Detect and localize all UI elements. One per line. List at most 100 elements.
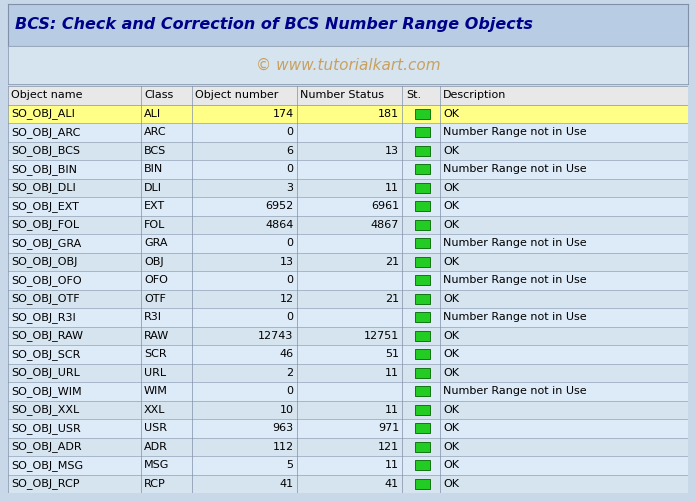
Text: 11: 11	[385, 183, 399, 193]
Text: 41: 41	[280, 479, 294, 489]
Bar	[416, 479, 429, 488]
Text: OK: OK	[443, 349, 459, 359]
Text: OK: OK	[443, 183, 459, 193]
Bar	[8, 308, 688, 327]
Text: 3: 3	[287, 183, 294, 193]
Text: Number Range not in Use: Number Range not in Use	[443, 275, 587, 285]
Text: RCP: RCP	[144, 479, 166, 489]
Bar	[416, 183, 429, 192]
Text: SO_OBJ_WIM: SO_OBJ_WIM	[11, 386, 82, 397]
Text: Class: Class	[144, 90, 173, 100]
Text: SO_OBJ_ADR: SO_OBJ_ADR	[11, 441, 82, 452]
Text: SO_OBJ_ALI: SO_OBJ_ALI	[11, 108, 75, 119]
Text: SO_OBJ_GRA: SO_OBJ_GRA	[11, 238, 81, 248]
Bar	[416, 238, 429, 248]
Text: GRA: GRA	[144, 238, 168, 248]
Bar	[8, 197, 688, 215]
Bar	[8, 437, 688, 456]
Text: Number Range not in Use: Number Range not in Use	[443, 312, 587, 322]
Bar	[8, 234, 688, 253]
Bar	[8, 215, 688, 234]
Bar	[8, 327, 688, 345]
Bar	[416, 460, 429, 470]
Text: 4864: 4864	[265, 220, 294, 230]
Bar	[8, 178, 688, 197]
Text: OK: OK	[443, 423, 459, 433]
Bar	[416, 405, 429, 414]
Text: SO_OBJ_DLI: SO_OBJ_DLI	[11, 182, 76, 193]
Bar	[8, 382, 688, 400]
Text: 963: 963	[272, 423, 294, 433]
Text: SO_OBJ_BIN: SO_OBJ_BIN	[11, 164, 77, 175]
Text: 0: 0	[287, 386, 294, 396]
Text: OTF: OTF	[144, 294, 166, 304]
Text: OK: OK	[443, 109, 459, 119]
Bar	[8, 253, 688, 271]
Text: 0: 0	[287, 164, 294, 174]
Text: OK: OK	[443, 146, 459, 156]
Text: 46: 46	[280, 349, 294, 359]
Text: BCS: BCS	[144, 146, 166, 156]
Text: 6952: 6952	[265, 201, 294, 211]
Text: SO_OBJ_URL: SO_OBJ_URL	[11, 367, 80, 378]
Text: RAW: RAW	[144, 331, 169, 341]
Bar	[416, 294, 429, 304]
Text: © www.tutorialkart.com: © www.tutorialkart.com	[255, 58, 441, 73]
Text: R3I: R3I	[144, 312, 162, 322]
Text: SO_OBJ_SCR: SO_OBJ_SCR	[11, 349, 81, 360]
Bar	[8, 86, 688, 105]
Text: OK: OK	[443, 405, 459, 415]
Bar	[8, 456, 688, 474]
Bar	[416, 201, 429, 211]
Text: SO_OBJ_XXL: SO_OBJ_XXL	[11, 404, 79, 415]
Bar	[8, 271, 688, 290]
Text: 6961: 6961	[371, 201, 399, 211]
Text: 41: 41	[385, 479, 399, 489]
Bar	[416, 386, 429, 396]
Bar	[8, 400, 688, 419]
Text: SO_OBJ_BCS: SO_OBJ_BCS	[11, 145, 81, 156]
Bar	[416, 442, 429, 451]
Text: 12751: 12751	[364, 331, 399, 341]
Bar	[416, 109, 429, 119]
Text: Description: Description	[443, 90, 507, 100]
Text: OK: OK	[443, 294, 459, 304]
Bar	[416, 146, 429, 156]
Text: SO_OBJ_USR: SO_OBJ_USR	[11, 423, 81, 434]
Text: St.: St.	[406, 90, 421, 100]
Text: ADR: ADR	[144, 442, 168, 452]
Text: USR: USR	[144, 423, 167, 433]
Text: OK: OK	[443, 331, 459, 341]
Text: MSG: MSG	[144, 460, 169, 470]
Text: 174: 174	[272, 109, 294, 119]
Text: 12: 12	[280, 294, 294, 304]
Bar	[416, 331, 429, 341]
Text: 13: 13	[385, 146, 399, 156]
Text: SO_OBJ_RCP: SO_OBJ_RCP	[11, 478, 80, 489]
Text: XXL: XXL	[144, 405, 166, 415]
Text: OK: OK	[443, 479, 459, 489]
Text: 5: 5	[287, 460, 294, 470]
Bar	[8, 290, 688, 308]
Bar	[416, 313, 429, 322]
Text: OK: OK	[443, 220, 459, 230]
Text: 0: 0	[287, 275, 294, 285]
Text: Number Range not in Use: Number Range not in Use	[443, 238, 587, 248]
Bar	[8, 105, 688, 123]
Text: 0: 0	[287, 127, 294, 137]
Text: 21: 21	[385, 257, 399, 267]
Text: 2: 2	[287, 368, 294, 378]
Text: Object number: Object number	[195, 90, 278, 100]
Text: OK: OK	[443, 368, 459, 378]
Text: Object name: Object name	[11, 90, 83, 100]
Text: 11: 11	[385, 405, 399, 415]
Text: 12743: 12743	[258, 331, 294, 341]
Text: ARC: ARC	[144, 127, 166, 137]
Bar	[416, 220, 429, 229]
Text: WIM: WIM	[144, 386, 168, 396]
Bar	[8, 364, 688, 382]
Text: DLI: DLI	[144, 183, 162, 193]
Text: SO_OBJ_EXT: SO_OBJ_EXT	[11, 201, 79, 212]
Text: 0: 0	[287, 238, 294, 248]
Text: OK: OK	[443, 460, 459, 470]
